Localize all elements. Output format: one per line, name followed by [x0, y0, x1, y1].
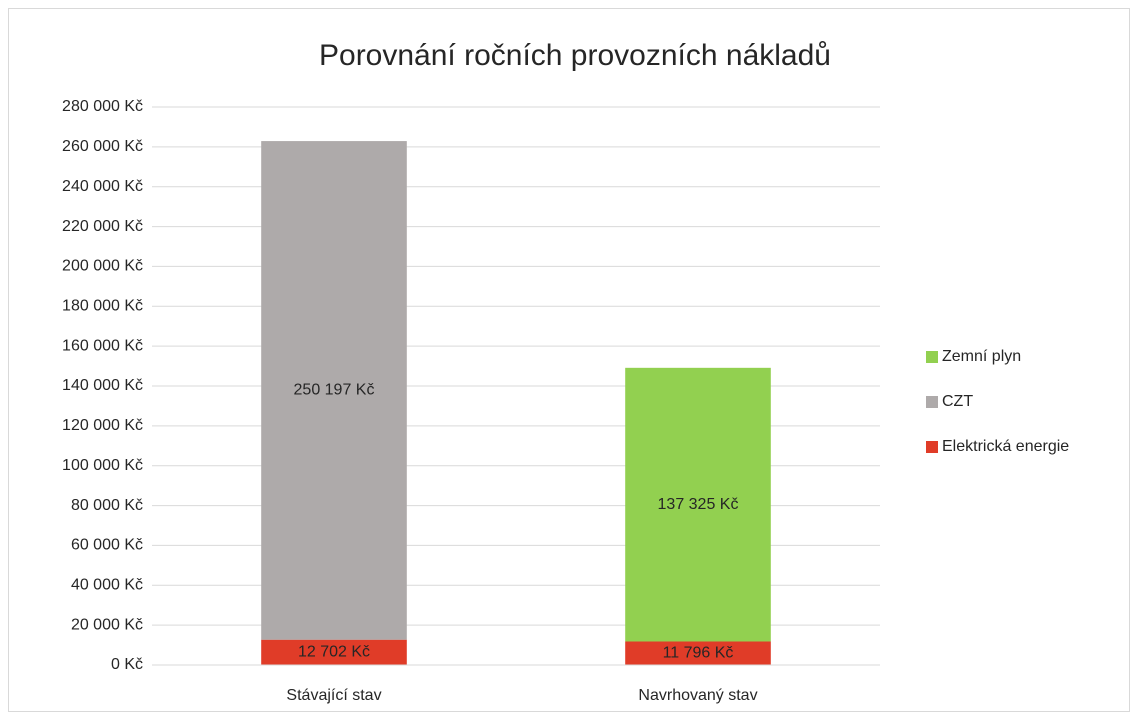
data-label: 137 325 Kč: [658, 496, 739, 513]
y-tick-label: 260 000 Kč: [62, 138, 143, 155]
bar-segment: [261, 141, 407, 640]
y-tick-label: 40 000 Kč: [71, 577, 143, 594]
x-tick-label: Stávající stav: [286, 687, 381, 704]
y-tick-label: 140 000 Kč: [62, 377, 143, 394]
data-label: 250 197 Kč: [294, 382, 375, 399]
bar-segment: [625, 641, 771, 665]
legend-swatch: [926, 441, 938, 453]
y-tick-label: 60 000 Kč: [71, 537, 143, 554]
y-tick-label: 20 000 Kč: [71, 616, 143, 633]
y-tick-label: 160 000 Kč: [62, 337, 143, 354]
chart-title: Porovnání ročních provozních nákladů: [319, 39, 831, 72]
data-label: 11 796 Kč: [663, 644, 734, 661]
legend-swatch: [926, 351, 938, 363]
legend-label: Elektrická energie: [942, 438, 1069, 455]
y-tick-label: 280 000 Kč: [62, 98, 143, 115]
y-tick-label: 0 Kč: [111, 656, 143, 673]
y-tick-label: 80 000 Kč: [71, 497, 143, 514]
x-tick-label: Navrhovaný stav: [638, 687, 757, 704]
y-tick-label: 220 000 Kč: [62, 218, 143, 235]
legend-label: Zemní plyn: [942, 348, 1021, 365]
bar-segment: [261, 639, 407, 665]
y-tick-label: 100 000 Kč: [62, 457, 143, 474]
y-tick-label: 200 000 Kč: [62, 258, 143, 275]
legend-label: CZT: [942, 393, 973, 410]
legend-swatch: [926, 396, 938, 408]
chart-frame: [8, 8, 1130, 712]
y-tick-label: 120 000 Kč: [62, 417, 143, 434]
y-tick-label: 180 000 Kč: [62, 298, 143, 315]
data-label: 12 702 Kč: [298, 644, 370, 661]
y-tick-label: 240 000 Kč: [62, 178, 143, 195]
bar-segment: [625, 367, 771, 642]
